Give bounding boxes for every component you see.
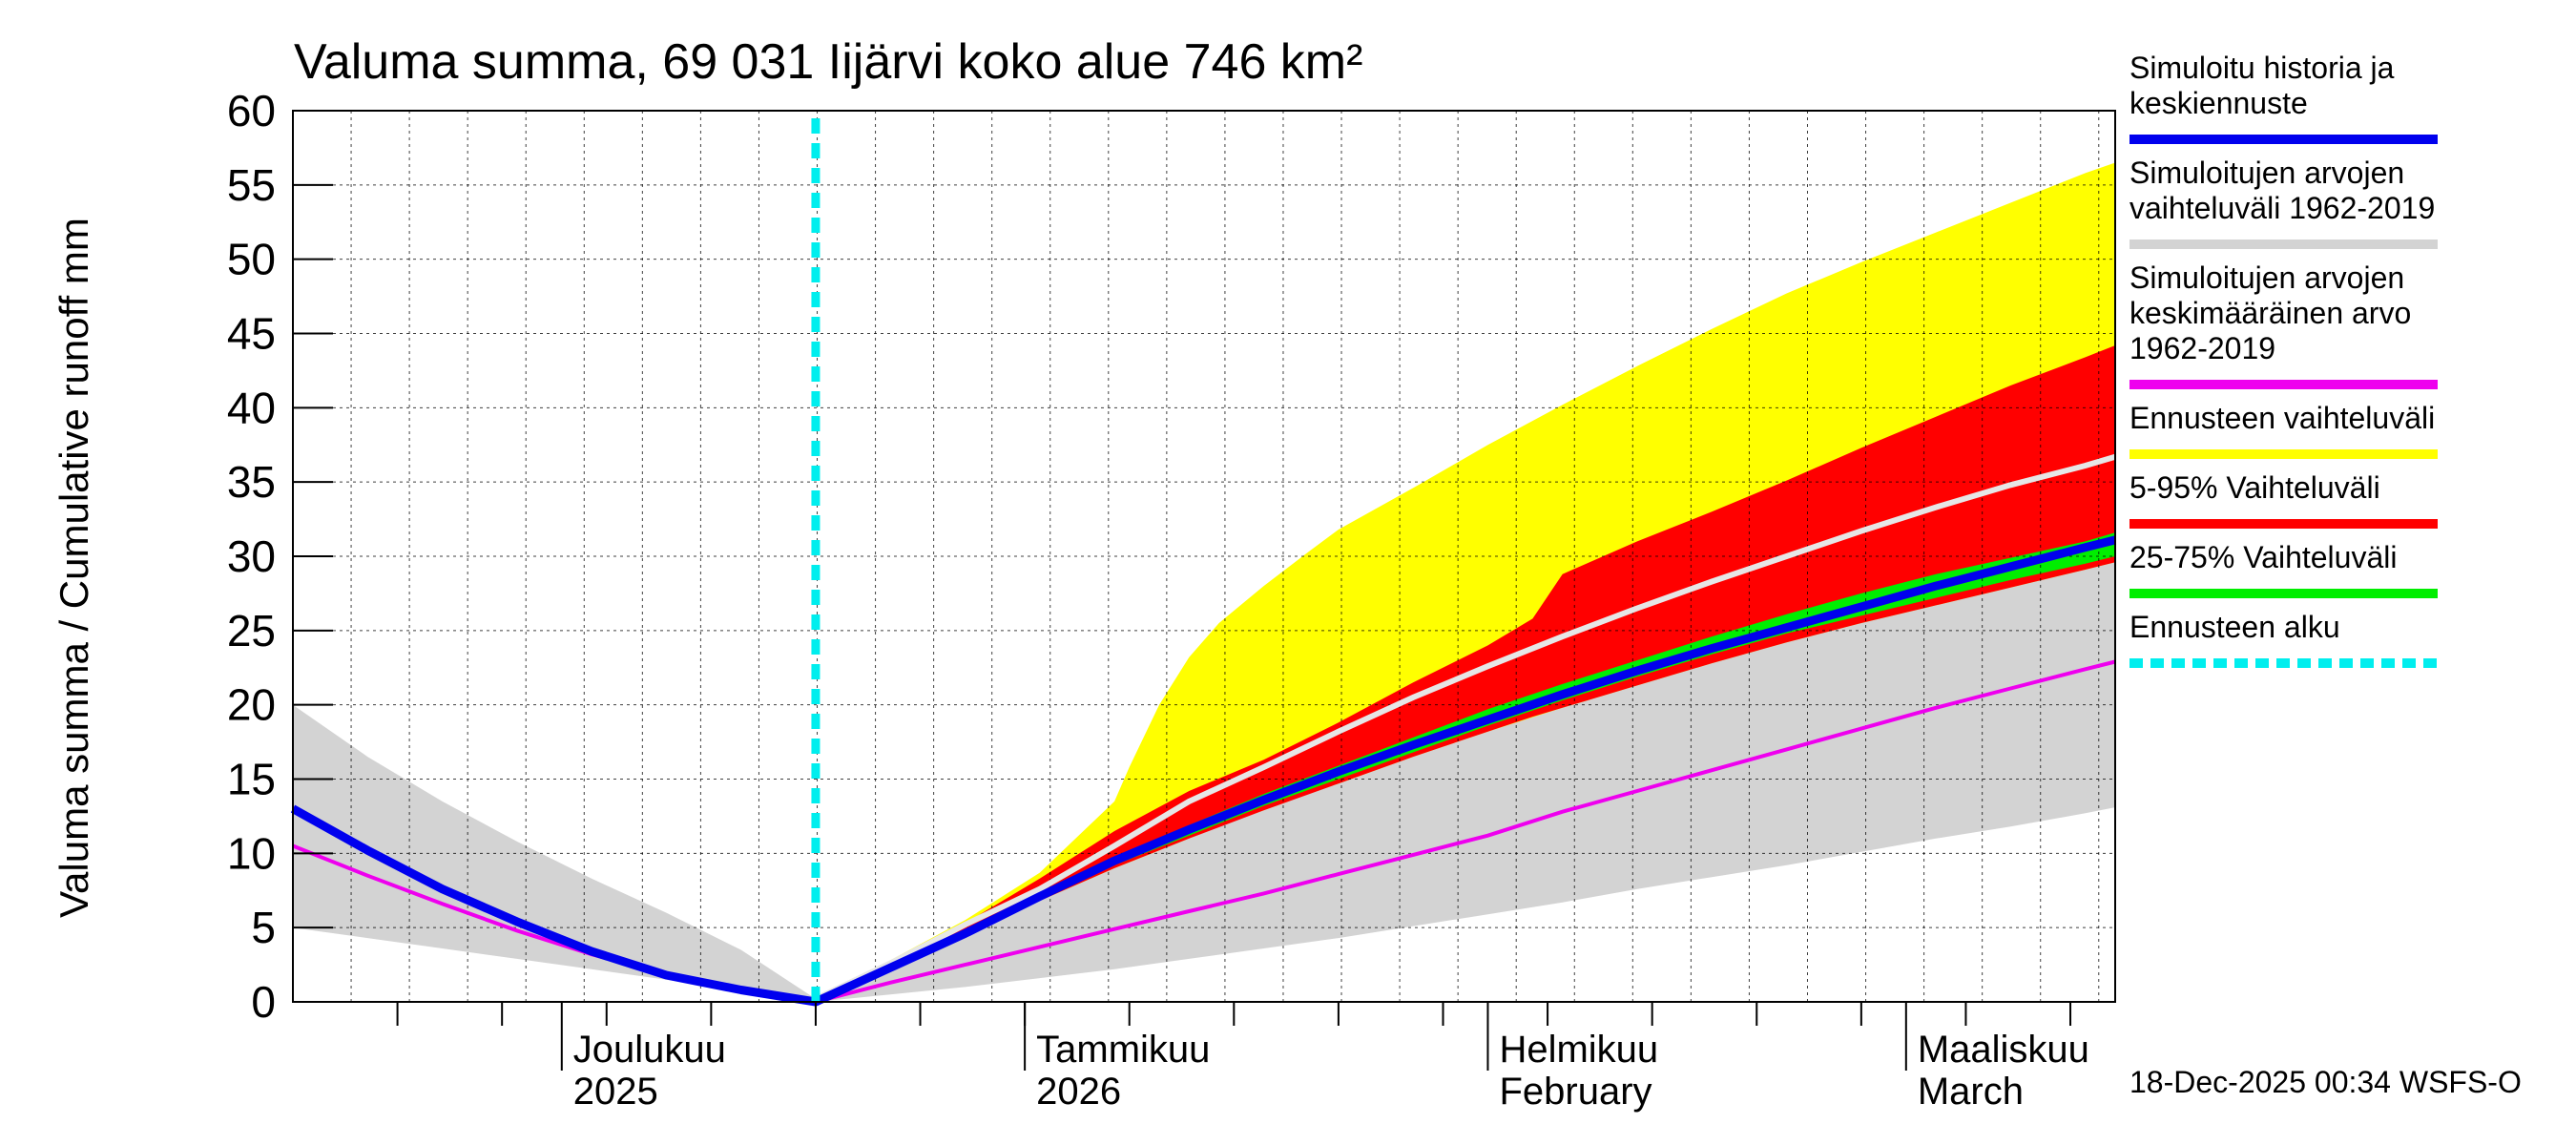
- historical-range-band: [293, 452, 2115, 1002]
- axes: 051015202530354045505560Joulukuu2025Tamm…: [227, 86, 2116, 1113]
- x-month-sublabel: February: [1499, 1071, 1652, 1113]
- y-tick-label: 50: [227, 235, 276, 284]
- median-forecast-line: [290, 535, 2117, 1007]
- x-month-label: Tammikuu: [1036, 1029, 1210, 1071]
- y-tick-label: 60: [227, 86, 276, 135]
- y-tick-label: 0: [251, 977, 276, 1027]
- y-tick-label: 30: [227, 531, 276, 581]
- x-month-label: Joulukuu: [573, 1029, 726, 1071]
- plot-area: [290, 111, 2117, 1007]
- x-month-label: Helmikuu: [1499, 1029, 1658, 1071]
- legend-label-p5_95: 5-95% Vaihteluväli: [2129, 470, 2380, 505]
- y-tick-label: 15: [227, 755, 276, 804]
- y-tick-label: 10: [227, 828, 276, 878]
- y-tick-label: 20: [227, 680, 276, 730]
- legend-label-range: Simuloitujen arvojen: [2129, 156, 2404, 190]
- y-tick-label: 5: [251, 903, 276, 952]
- legend-label-mean: 1962-2019: [2129, 331, 2275, 365]
- y-tick-label: 40: [227, 383, 276, 432]
- legend-label-p25_75: 25-75% Vaihteluväli: [2129, 540, 2397, 574]
- y-tick-label: 55: [227, 160, 276, 210]
- legend-label-history: keskiennuste: [2129, 86, 2308, 120]
- legend-label-start: Ennusteen alku: [2129, 610, 2340, 644]
- legend-label-mean: Simuloitujen arvojen: [2129, 260, 2404, 295]
- x-month-sublabel: March: [1918, 1071, 2024, 1113]
- y-tick-label: 45: [227, 309, 276, 359]
- legend-label-mean: keskimääräinen arvo: [2129, 296, 2411, 330]
- chart-title: Valuma summa, 69 031 Iijärvi koko alue 7…: [294, 34, 1362, 90]
- p25-75-band: [816, 532, 2115, 1002]
- x-month-label: Maaliskuu: [1918, 1029, 2089, 1071]
- ensemble-range-band: [816, 162, 2115, 1002]
- timestamp: 18-Dec-2025 00:34 WSFS-O: [2129, 1065, 2522, 1099]
- y-tick-label: 35: [227, 457, 276, 507]
- x-month-sublabel: 2025: [573, 1071, 658, 1113]
- y-axis-label: Valuma summa / Cumulative runoff mm: [52, 218, 96, 918]
- x-month-sublabel: 2026: [1036, 1071, 1121, 1113]
- y-tick-label: 25: [227, 606, 276, 656]
- legend-label-range: vaihteluväli 1962-2019: [2129, 191, 2435, 225]
- legend-label-history: Simuloitu historia ja: [2129, 51, 2395, 85]
- historical-mean-line: [814, 453, 2116, 1002]
- legend-label-ens: Ennusteen vaihteluväli: [2129, 401, 2435, 435]
